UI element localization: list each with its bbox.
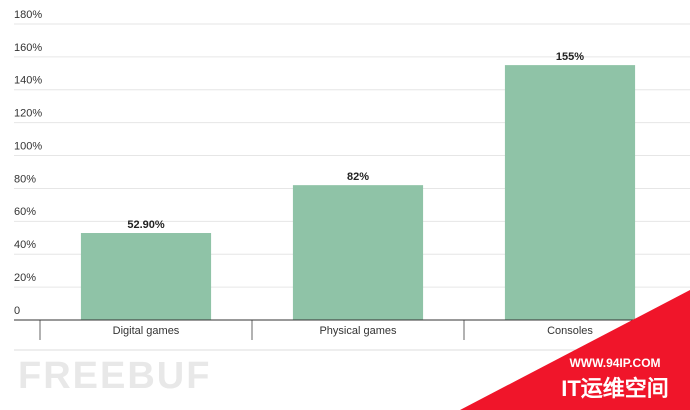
- y-tick-label: 160%: [14, 42, 42, 54]
- y-tick-label: 180%: [14, 9, 42, 21]
- watermark: WWW.94IP.COM: [569, 356, 660, 370]
- x-tick-label: Digital games: [113, 325, 180, 337]
- y-tick-label: 20%: [14, 272, 36, 284]
- x-tick-label: Consoles: [547, 325, 593, 337]
- value-label: 155%: [556, 51, 584, 63]
- y-tick-label: 60%: [14, 206, 36, 218]
- value-label: 82%: [347, 171, 369, 183]
- bar: [292, 185, 424, 320]
- bar: [504, 65, 636, 320]
- watermark: IT运维空间: [561, 376, 669, 401]
- watermark: FREEBUF: [18, 355, 211, 397]
- y-tick-label: 0: [14, 305, 20, 317]
- y-tick-label: 40%: [14, 239, 36, 251]
- value-label: 52.90%: [127, 219, 165, 231]
- y-tick-label: 80%: [14, 173, 36, 185]
- x-tick-label: Physical games: [319, 325, 397, 337]
- bar: [80, 233, 212, 320]
- y-tick-label: 120%: [14, 108, 42, 120]
- corner-banner: [460, 290, 690, 410]
- y-tick-label: 100%: [14, 140, 42, 152]
- y-tick-label: 140%: [14, 75, 42, 87]
